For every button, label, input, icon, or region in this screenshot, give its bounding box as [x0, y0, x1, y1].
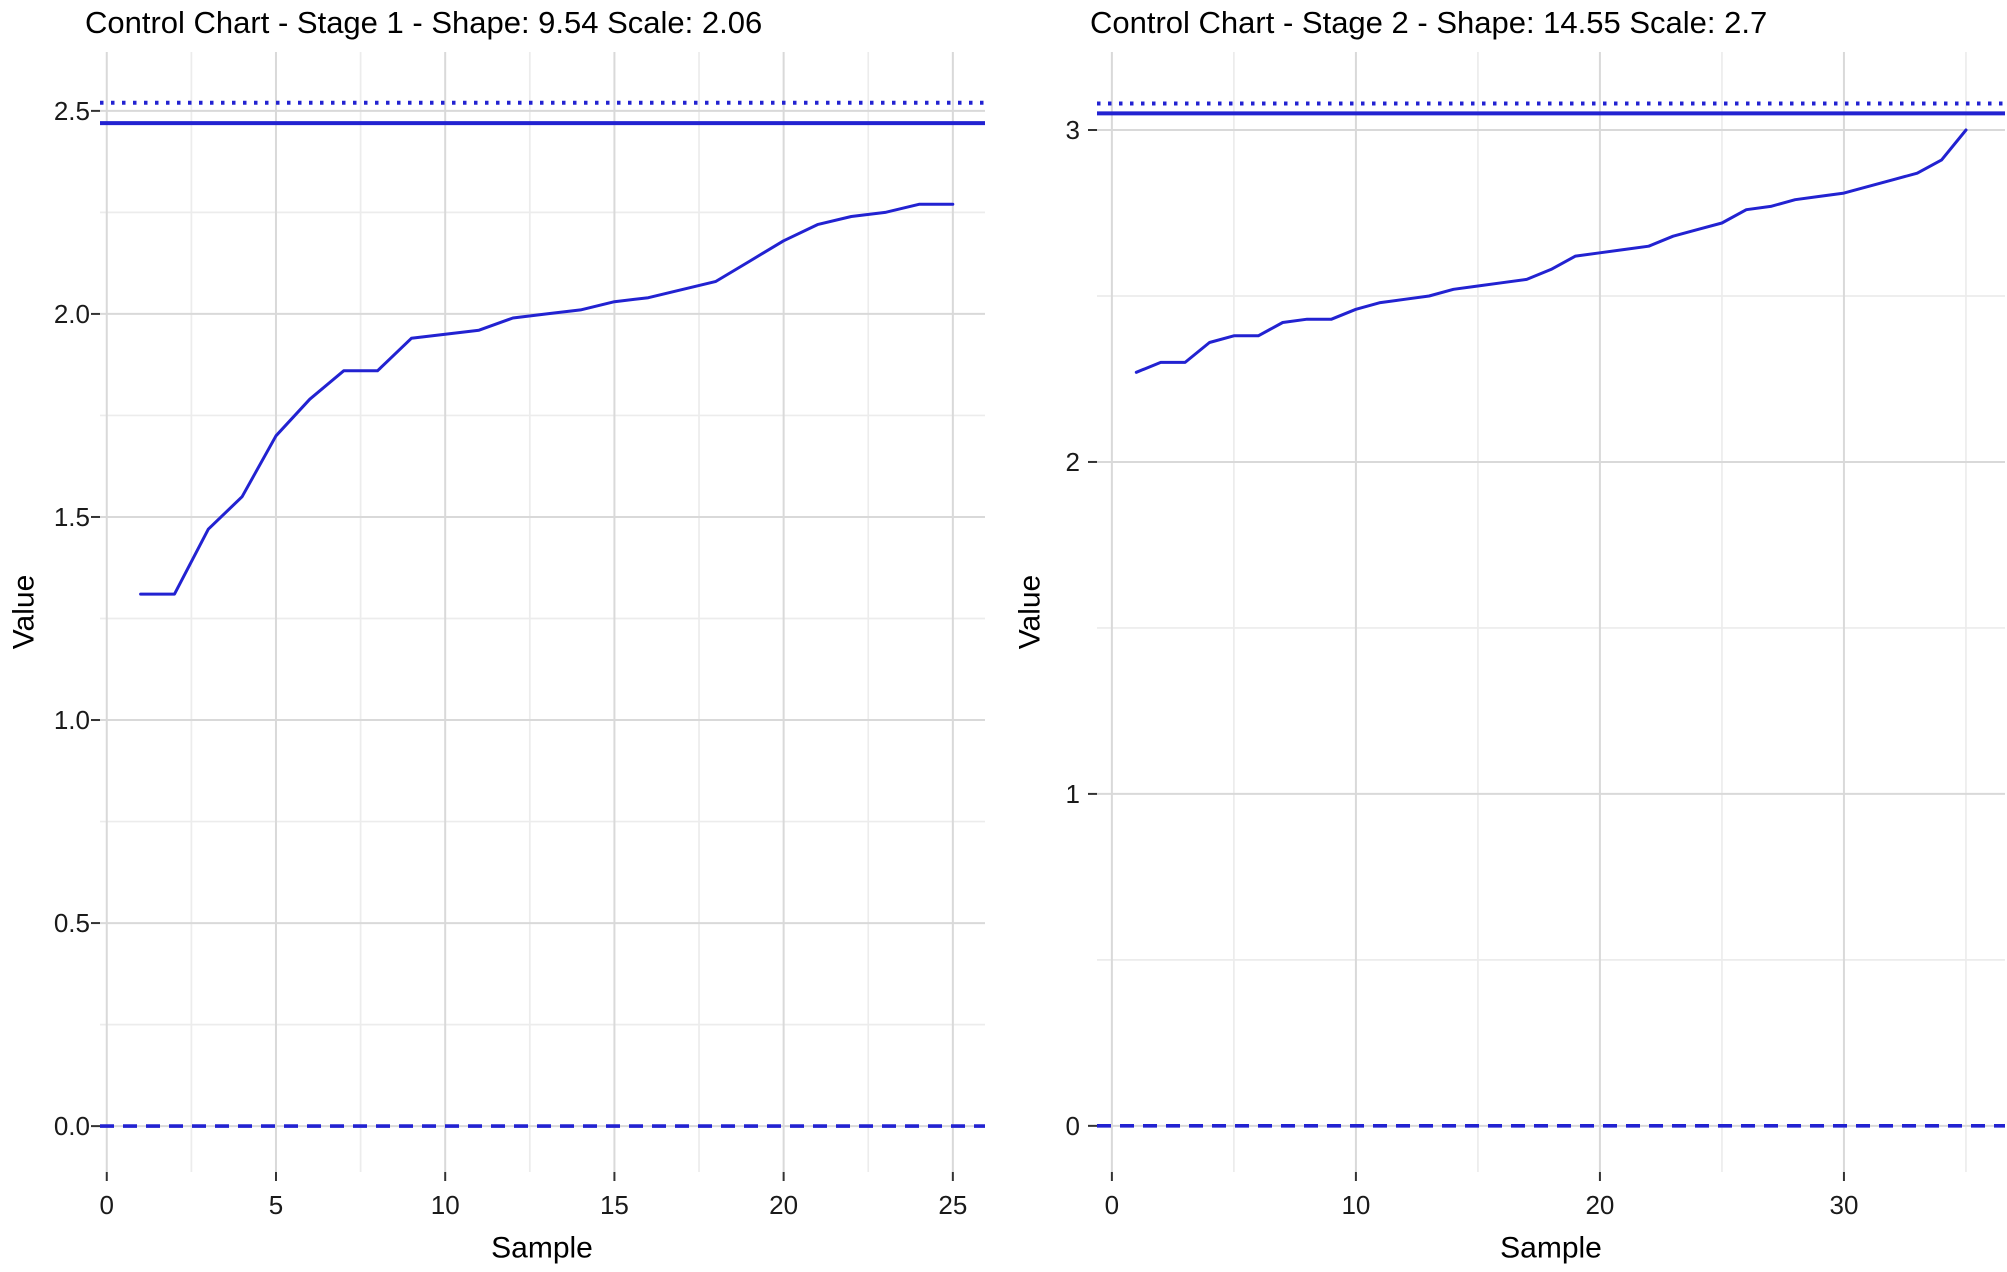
- y-axis-label: Value: [8, 575, 41, 650]
- x-axis-label: Sample: [491, 1232, 593, 1265]
- x-tick-label: 10: [1341, 1190, 1370, 1220]
- x-tick-label: 15: [600, 1190, 629, 1220]
- y-tick-label: 0.5: [54, 908, 90, 938]
- x-tick-label: 5: [269, 1190, 283, 1220]
- series-line: [139, 202, 955, 596]
- x-tick-label: 20: [1585, 1190, 1614, 1220]
- x-tick-label: 0: [100, 1190, 114, 1220]
- x-tick-label: 25: [938, 1190, 967, 1220]
- y-axis-label: Value: [1014, 575, 1047, 650]
- y-tick-label: 2.0: [54, 299, 90, 329]
- y-tick-label: 3: [1066, 115, 1080, 145]
- y-tick-label: 0.0: [54, 1111, 90, 1141]
- chart-title: Control Chart - Stage 1 - Shape: 9.54 Sc…: [85, 5, 762, 40]
- series-line: [1134, 128, 1968, 374]
- y-tick-label: 1.0: [54, 705, 90, 735]
- y-tick-label: 1: [1066, 779, 1080, 809]
- y-tick-label: 2.5: [54, 96, 90, 126]
- x-tick-label: 20: [769, 1190, 798, 1220]
- x-tick-label: 10: [431, 1190, 460, 1220]
- y-tick-label: 2: [1066, 447, 1080, 477]
- control-chart-stage-2: 0 10 20 30 0 1 2 3 Control Chart - Stage 2 - Sha…: [1014, 5, 2005, 1265]
- y-tick-label: 1.5: [54, 502, 90, 532]
- chart-title: Control Chart - Stage 2 - Shape: 14.55 S…: [1090, 5, 1767, 40]
- x-tick-label: 0: [1105, 1190, 1119, 1220]
- control-chart-stage-1: 0 5 10 15 20 25 0.0 0.5 1.0 1.5 2.0 2.5 Control Char…: [8, 5, 985, 1265]
- y-tick-label: 0: [1066, 1111, 1080, 1141]
- x-tick-label: 30: [1829, 1190, 1858, 1220]
- x-axis-label: Sample: [1500, 1232, 1602, 1265]
